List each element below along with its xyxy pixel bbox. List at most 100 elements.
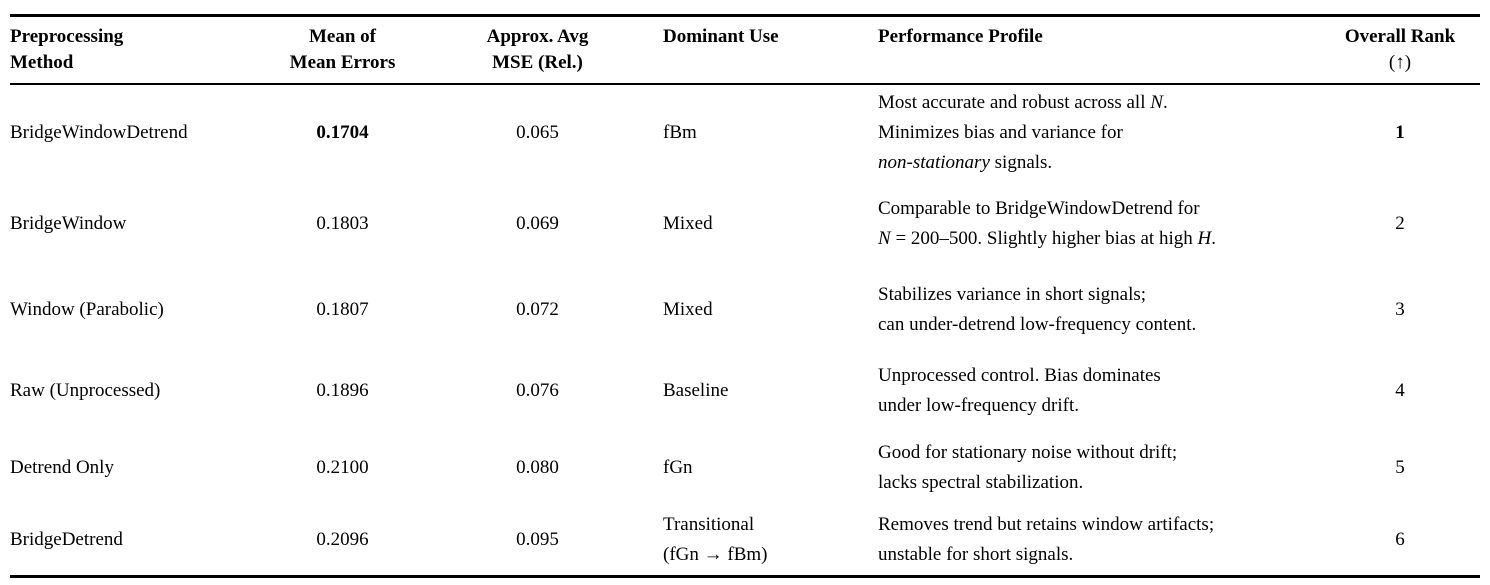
table-row: BridgeDetrend 0.2096 0.095 Transitional … [10, 506, 1480, 576]
rank-cell: 6 [1395, 529, 1405, 551]
profile-line: N = 200–500. Slightly higher bias at hig… [878, 224, 1320, 254]
performance-profile-cell: Unprocessed control. Bias dominates unde… [868, 352, 1320, 430]
dominant-use-cell: Transitional (fGn → fBm) [650, 506, 868, 576]
profile-text: under low-frequency drift. [878, 395, 1080, 416]
header-text: Overall Rank [1344, 26, 1456, 47]
profile-text-italic: N [878, 228, 891, 249]
mean-error-cell: 0.2100 [316, 457, 369, 478]
header-text: Preprocessing [10, 26, 124, 47]
table-row: Raw (Unprocessed) 0.1896 0.076 Baseline … [10, 352, 1480, 430]
header-row: Preprocessing Method Mean of Mean Errors… [10, 15, 1480, 85]
mean-error-cell: 0.2096 [316, 529, 369, 551]
dominant-use-text: Transitional [663, 514, 755, 536]
dominant-use-cell: Baseline [650, 352, 868, 430]
header-performance-profile: Performance Profile [868, 15, 1320, 85]
profile-text: Minimizes bias and variance for [878, 121, 1123, 143]
profile-text-italic: H [1197, 228, 1212, 249]
profile-text: Unprocessed control. Bias dominates [878, 365, 1161, 386]
header-approx-avg-mse: Approx. Avg MSE (Rel.) [425, 15, 650, 85]
preprocessing-results-table: Preprocessing Method Mean of Mean Errors… [10, 14, 1480, 578]
header-text: MSE (Rel.) [492, 52, 583, 73]
table-row: BridgeWindow 0.1803 0.069 Mixed Comparab… [10, 180, 1480, 268]
method-cell: Detrend Only [10, 457, 114, 478]
profile-line: Stabilizes variance in short signals; [878, 280, 1320, 310]
performance-profile-cell: Most accurate and robust across all N. M… [868, 84, 1320, 180]
mse-cell: 0.069 [516, 213, 559, 234]
mse-cell: 0.076 [516, 380, 559, 401]
mean-error-cell: 0.1803 [316, 213, 369, 234]
table-body: BridgeWindowDetrend 0.1704 0.065 fBm Mos… [10, 84, 1480, 576]
rank-cell: 4 [1395, 380, 1405, 401]
profile-line: Unprocessed control. Bias dominates [878, 361, 1320, 391]
dominant-use-text: Mixed [663, 299, 713, 320]
dominant-use-cell: Mixed [650, 180, 868, 268]
profile-text: . [1211, 228, 1216, 249]
profile-line: lacks spectral stabilization. [878, 468, 1320, 498]
profile-text-italic: non-stationary [878, 151, 990, 173]
header-text: Method [10, 52, 74, 73]
rank-cell: 3 [1395, 299, 1405, 320]
performance-profile-cell: Good for stationary noise without drift;… [868, 430, 1320, 506]
dominant-use-cell: fGn [650, 430, 868, 506]
header-preprocessing-method: Preprocessing Method [10, 15, 260, 85]
table-row: Window (Parabolic) 0.1807 0.072 Mixed St… [10, 268, 1480, 352]
rank-cell: 5 [1395, 457, 1405, 478]
performance-profile-cell: Stabilizes variance in short signals; ca… [868, 268, 1320, 352]
profile-line: Most accurate and robust across all N. [878, 88, 1320, 118]
profile-line: under low-frequency drift. [878, 391, 1320, 421]
profile-text: unstable for short signals. [878, 544, 1074, 566]
profile-line: unstable for short signals. [878, 540, 1320, 570]
mse-cell: 0.080 [516, 457, 559, 478]
performance-profile-cell: Comparable to BridgeWindowDetrend for N … [868, 180, 1320, 268]
profile-text: Good for stationary noise without drift; [878, 442, 1178, 463]
dominant-use-text: fGn [663, 457, 693, 478]
header-dominant-use: Dominant Use [650, 15, 868, 85]
table-row: BridgeWindowDetrend 0.1704 0.065 fBm Mos… [10, 84, 1480, 180]
dominant-use-text: (fGn → fBm) [663, 544, 768, 566]
method-cell: Raw (Unprocessed) [10, 380, 161, 401]
dominant-use-text: Baseline [663, 380, 729, 401]
profile-line: non-stationary signals. [878, 148, 1320, 178]
profile-text: lacks spectral stabilization. [878, 472, 1084, 493]
header-text: Approx. Avg [486, 26, 589, 47]
header-text: Dominant Use [663, 26, 779, 47]
method-cell: Window (Parabolic) [10, 299, 164, 320]
header-text: Mean of [308, 26, 376, 47]
mse-cell: 0.065 [516, 121, 559, 143]
mean-error-cell: 0.1807 [316, 299, 369, 320]
dominant-use-text: Mixed [663, 213, 713, 234]
performance-profile-cell: Removes trend but retains window artifac… [868, 506, 1320, 576]
profile-text: can under-detrend low-frequency content. [878, 314, 1197, 335]
dominant-use-cell: fBm [650, 84, 868, 180]
profile-text: signals. [989, 151, 1053, 173]
method-cell: BridgeWindow [10, 213, 127, 234]
profile-line: Removes trend but retains window artifac… [878, 510, 1320, 540]
profile-text: . [1162, 91, 1168, 113]
profile-line: Comparable to BridgeWindowDetrend for [878, 194, 1320, 224]
header-mean-of-mean-errors: Mean of Mean Errors [260, 15, 425, 85]
rank-cell: 1 [1395, 121, 1405, 143]
method-cell: BridgeWindowDetrend [10, 121, 188, 143]
mse-cell: 0.095 [516, 529, 559, 551]
mean-error-cell: 0.1896 [316, 380, 369, 401]
mean-error-cell: 0.1704 [316, 121, 369, 143]
rank-cell: 2 [1395, 213, 1405, 234]
profile-text: Stabilizes variance in short signals; [878, 284, 1147, 305]
dominant-use-cell: Mixed [650, 268, 868, 352]
profile-line: Minimizes bias and variance for [878, 118, 1320, 148]
rank-direction-indicator: (↑) [1388, 52, 1412, 73]
method-cell: BridgeDetrend [10, 529, 123, 551]
profile-line: can under-detrend low-frequency content. [878, 310, 1320, 340]
header-overall-rank: Overall Rank (↑) [1320, 15, 1480, 85]
header-text: Performance Profile [878, 26, 1043, 47]
profile-text: Comparable to BridgeWindowDetrend for [878, 198, 1200, 219]
table-header: Preprocessing Method Mean of Mean Errors… [10, 15, 1480, 85]
mse-cell: 0.072 [516, 299, 559, 320]
profile-text: Most accurate and robust across all [878, 91, 1151, 113]
header-text: Mean Errors [289, 52, 396, 73]
profile-text: Removes trend but retains window artifac… [878, 514, 1215, 536]
table-row: Detrend Only 0.2100 0.080 fGn Good for s… [10, 430, 1480, 506]
profile-line: Good for stationary noise without drift; [878, 438, 1320, 468]
profile-text-italic: N [1150, 91, 1163, 113]
dominant-use-text: fBm [663, 121, 697, 143]
